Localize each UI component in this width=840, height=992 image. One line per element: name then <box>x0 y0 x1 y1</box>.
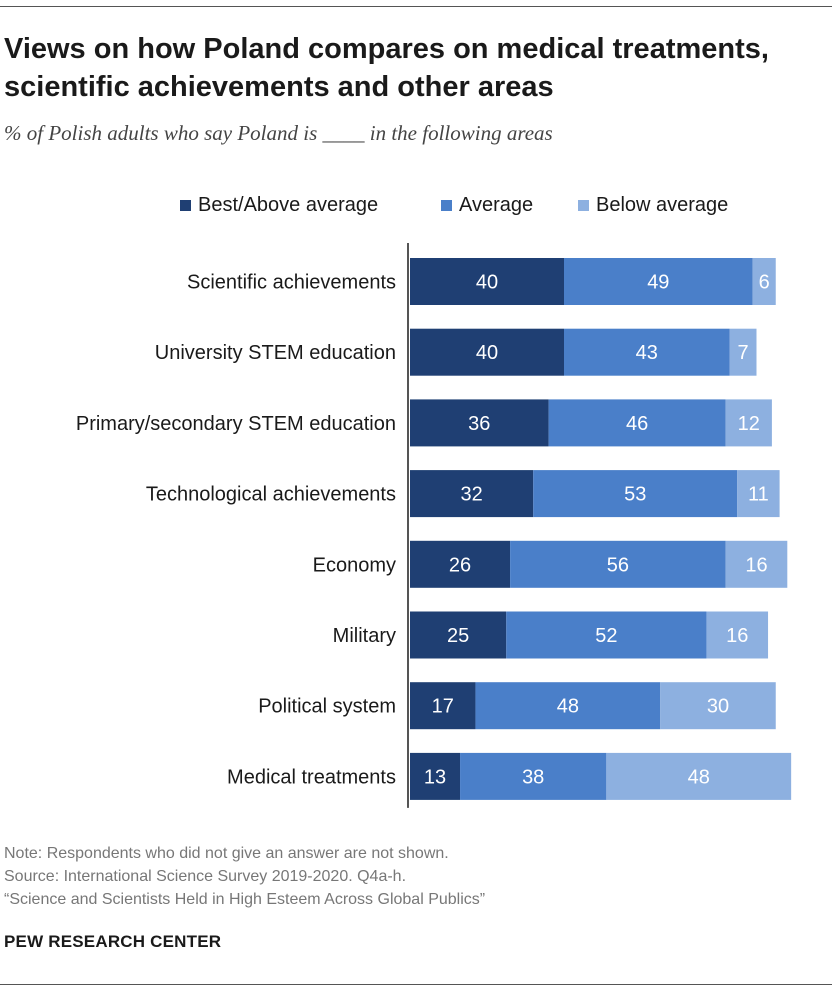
bar-below <box>729 328 757 376</box>
chart-subtitle: % of Polish adults who say Poland is ___… <box>4 121 553 145</box>
bar-below <box>737 470 780 518</box>
top-rule <box>0 6 832 7</box>
bar-below <box>606 752 792 800</box>
source-text: Source: International Science Survey 201… <box>4 868 407 885</box>
legend-label-best: Best/Above average <box>198 194 379 216</box>
bar-row-technological-achievements: Technological achievements 32 53 11 <box>146 470 780 518</box>
note-text: Note: Respondents who did not give an an… <box>4 845 449 862</box>
bottom-rule <box>0 984 832 985</box>
data-label-best: 40 <box>476 272 498 294</box>
stacked-bar-chart: Scientific achievements 40 49 6 University S… <box>76 243 792 808</box>
bar-row-medical-treatments: Medical treatments 13 38 48 <box>227 752 792 800</box>
bar-below <box>752 258 776 305</box>
legend-swatch-best <box>180 200 191 211</box>
bar-average <box>510 540 726 588</box>
bar-average <box>506 611 707 659</box>
data-label-below: 16 <box>726 625 748 647</box>
data-label-best: 36 <box>468 413 490 435</box>
bar-average <box>533 470 738 518</box>
bar-average <box>548 399 726 447</box>
bar-row-scientific-achievements: Scientific achievements 40 49 6 <box>187 258 776 305</box>
chart-title: Views on how Poland compares on medical … <box>4 33 769 103</box>
bar-average <box>564 258 753 305</box>
bar-best <box>410 611 507 659</box>
data-label-average: 46 <box>626 413 648 435</box>
bar-best <box>410 470 534 518</box>
data-label-best: 40 <box>476 342 498 364</box>
data-label-best: 13 <box>424 766 446 788</box>
bar-row-military: Military 25 52 16 <box>333 611 769 659</box>
category-label: Scientific achievements <box>187 272 396 294</box>
notes: Note: Respondents who did not give an an… <box>4 842 824 911</box>
bar-average <box>475 682 661 730</box>
data-label-average: 53 <box>624 484 646 506</box>
data-label-average: 38 <box>522 766 544 788</box>
legend-item-average: Average <box>441 194 533 217</box>
bar-below <box>725 399 772 447</box>
legend-item-below: Below average <box>578 194 728 217</box>
data-label-below: 6 <box>759 272 770 294</box>
legend-swatch-average <box>441 200 452 211</box>
bar-below <box>660 682 776 730</box>
data-label-average: 48 <box>557 696 579 718</box>
data-label-below: 30 <box>707 696 729 718</box>
bar-row-economy: Economy 26 56 16 <box>313 540 788 588</box>
footer-brand: PEW RESEARCH CENTER <box>4 932 222 951</box>
legend: Best/Above average Average Below average <box>0 194 840 220</box>
bar-row-political-system: Political system 17 48 30 <box>258 682 776 730</box>
data-label-below: 7 <box>737 342 748 364</box>
category-label: Economy <box>313 554 396 576</box>
legend-label-average: Average <box>459 194 534 216</box>
data-label-average: 56 <box>607 554 629 576</box>
data-label-below: 16 <box>745 554 767 576</box>
data-label-below: 11 <box>748 484 769 506</box>
legend-label-below: Below average <box>596 194 729 216</box>
data-label-best: 25 <box>447 625 469 647</box>
report-text: “Science and Scientists Held in High Est… <box>4 891 486 908</box>
bar-below <box>725 540 788 588</box>
legend-item-best: Best/Above average <box>180 194 378 217</box>
bar-best <box>410 399 549 447</box>
bar-row-university-stem-education: University STEM education 40 43 7 <box>155 328 757 376</box>
bar-below <box>706 611 769 659</box>
bar-row-primary-secondary-stem-education: Primary/secondary STEM education 36 46 12 <box>76 399 772 447</box>
data-label-below: 12 <box>738 413 760 435</box>
data-label-average: 43 <box>636 342 658 364</box>
category-label: Technological achievements <box>146 484 396 506</box>
data-label-average: 52 <box>595 625 617 647</box>
bar-average <box>460 752 607 800</box>
legend-swatch-below <box>578 200 589 211</box>
data-label-best: 32 <box>460 484 482 506</box>
bar-average <box>564 328 730 376</box>
category-label: Military <box>333 625 396 647</box>
category-label: University STEM education <box>155 342 396 364</box>
data-label-below: 48 <box>688 766 710 788</box>
category-label: Medical treatments <box>227 766 396 788</box>
bar-best <box>410 328 564 376</box>
bar-best <box>410 258 564 305</box>
bar-best <box>410 752 461 800</box>
category-label: Primary/secondary STEM education <box>76 413 396 435</box>
data-label-best: 17 <box>432 696 454 718</box>
data-label-average: 49 <box>647 272 669 294</box>
bar-best <box>410 540 511 588</box>
bar-best <box>410 682 476 730</box>
data-label-best: 26 <box>449 554 471 576</box>
category-label: Political system <box>258 696 396 718</box>
